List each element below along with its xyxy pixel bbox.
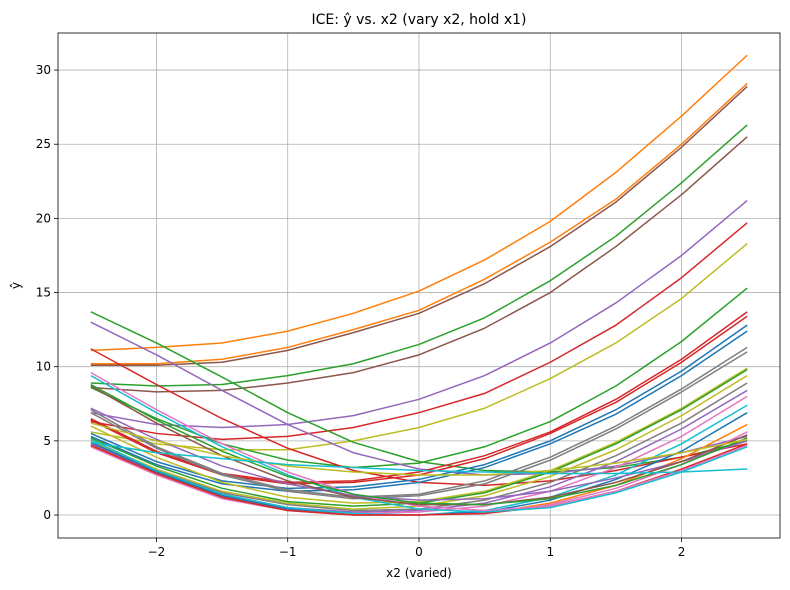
ice-curve-35	[90, 422, 748, 476]
x-tick-label: −1	[279, 545, 297, 559]
x-tick-label: 1	[546, 545, 554, 559]
ice-curve-2	[90, 82, 748, 365]
ice-curve-5	[90, 136, 748, 393]
x-axis-label: x2 (varied)	[386, 566, 452, 580]
ice-curve-17	[90, 346, 748, 498]
ice-curve-33	[90, 385, 748, 506]
ice-curve-6	[90, 200, 748, 429]
x-tick-label: −2	[148, 545, 166, 559]
chart-title: ICE: ŷ vs. x2 (vary x2, hold x1)	[311, 12, 526, 28]
y-axis-ticks: 0 5 10 15 20 25 30	[36, 63, 58, 522]
ice-curve-4	[90, 124, 748, 387]
x-axis-ticks: −2 −1 0 1 2	[148, 538, 686, 559]
y-tick-label: 25	[36, 137, 51, 151]
series-lines	[90, 54, 748, 516]
ice-curve-31	[90, 374, 748, 513]
ice-curve-1	[90, 54, 748, 352]
ice-curve-36	[90, 441, 748, 475]
y-tick-label: 20	[36, 211, 51, 225]
ice-curve-3	[90, 85, 748, 366]
ice-curve-19	[90, 367, 748, 504]
ice-curve-8	[90, 243, 748, 451]
y-tick-label: 0	[43, 508, 51, 522]
ice-curve-11	[90, 321, 748, 476]
ice-curve-7	[90, 222, 748, 441]
y-axis-label: ŷ	[9, 282, 23, 289]
y-tick-label: 10	[36, 360, 51, 374]
ice-curve-30	[90, 371, 748, 512]
ice-curve-16	[90, 330, 748, 493]
y-tick-label: 30	[36, 63, 51, 77]
y-tick-label: 5	[43, 434, 51, 448]
x-tick-label: 0	[415, 545, 423, 559]
y-tick-label: 15	[36, 286, 51, 300]
ice-curve-18	[90, 351, 748, 500]
ice-curve-34	[90, 383, 748, 506]
x-tick-label: 2	[678, 545, 686, 559]
